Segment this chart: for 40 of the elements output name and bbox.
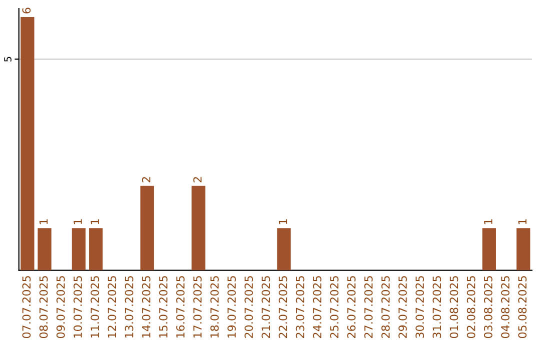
x-tick-label: 09.07.2025	[56, 276, 65, 338]
x-tick-label: 10.07.2025	[74, 276, 82, 338]
data-label: 2	[193, 177, 202, 182]
data-label: 1	[484, 219, 492, 224]
x-tick-label: 11.07.2025	[90, 276, 100, 338]
data-label: 1	[518, 219, 526, 224]
x-tick-label: 28.07.2025	[381, 276, 390, 338]
data-label: 1	[40, 219, 48, 224]
data-label: 6	[22, 8, 31, 14]
x-tick-label: 01.08.2025	[450, 276, 458, 338]
data-label: 1	[90, 219, 99, 224]
x-tick-label: 14.07.2025	[142, 276, 150, 338]
x-tick-label: 22.07.2025	[278, 276, 288, 338]
x-tick-label: 08.07.2025	[39, 276, 48, 338]
x-tick-label: 04.08.2025	[501, 276, 510, 338]
x-tick-label: 20.07.2025	[244, 276, 253, 338]
x-tick-label: 02.08.2025	[466, 276, 476, 338]
x-tick-label: 12.07.2025	[108, 276, 116, 338]
x-tick-label: 25.07.2025	[330, 276, 338, 338]
x-tick-label: 17.07.2025	[193, 276, 202, 338]
x-tick-label: 05.08.2025	[518, 276, 527, 338]
x-tick-label: 03.08.2025	[484, 276, 492, 338]
data-label: 1	[278, 219, 288, 224]
data-label: 2	[142, 177, 150, 182]
x-tick-label: 23.07.2025	[296, 276, 304, 338]
x-tick-label: 27.07.2025	[364, 276, 373, 338]
x-tick-label: 13.07.2025	[124, 276, 134, 338]
x-tick-label: 24.07.2025	[312, 276, 322, 338]
x-tick-label: 07.07.2025	[22, 276, 31, 338]
x-tick-label: 31.07.2025	[432, 276, 442, 338]
x-tick-label: 29.07.2025	[398, 276, 407, 338]
x-tick-label: 26.07.2025	[347, 276, 356, 338]
x-tick-label: 16.07.2025	[176, 276, 185, 338]
x-tick-label: 19.07.2025	[227, 276, 236, 338]
x-tick-label: 30.07.2025	[416, 276, 424, 338]
x-tick-label: 15.07.2025	[159, 276, 168, 338]
y-tick-label: 5	[4, 56, 12, 62]
data-label: 1	[74, 219, 82, 224]
x-tick-label: 21.07.2025	[262, 276, 270, 338]
x-tick-label: 18.07.2025	[210, 276, 219, 338]
